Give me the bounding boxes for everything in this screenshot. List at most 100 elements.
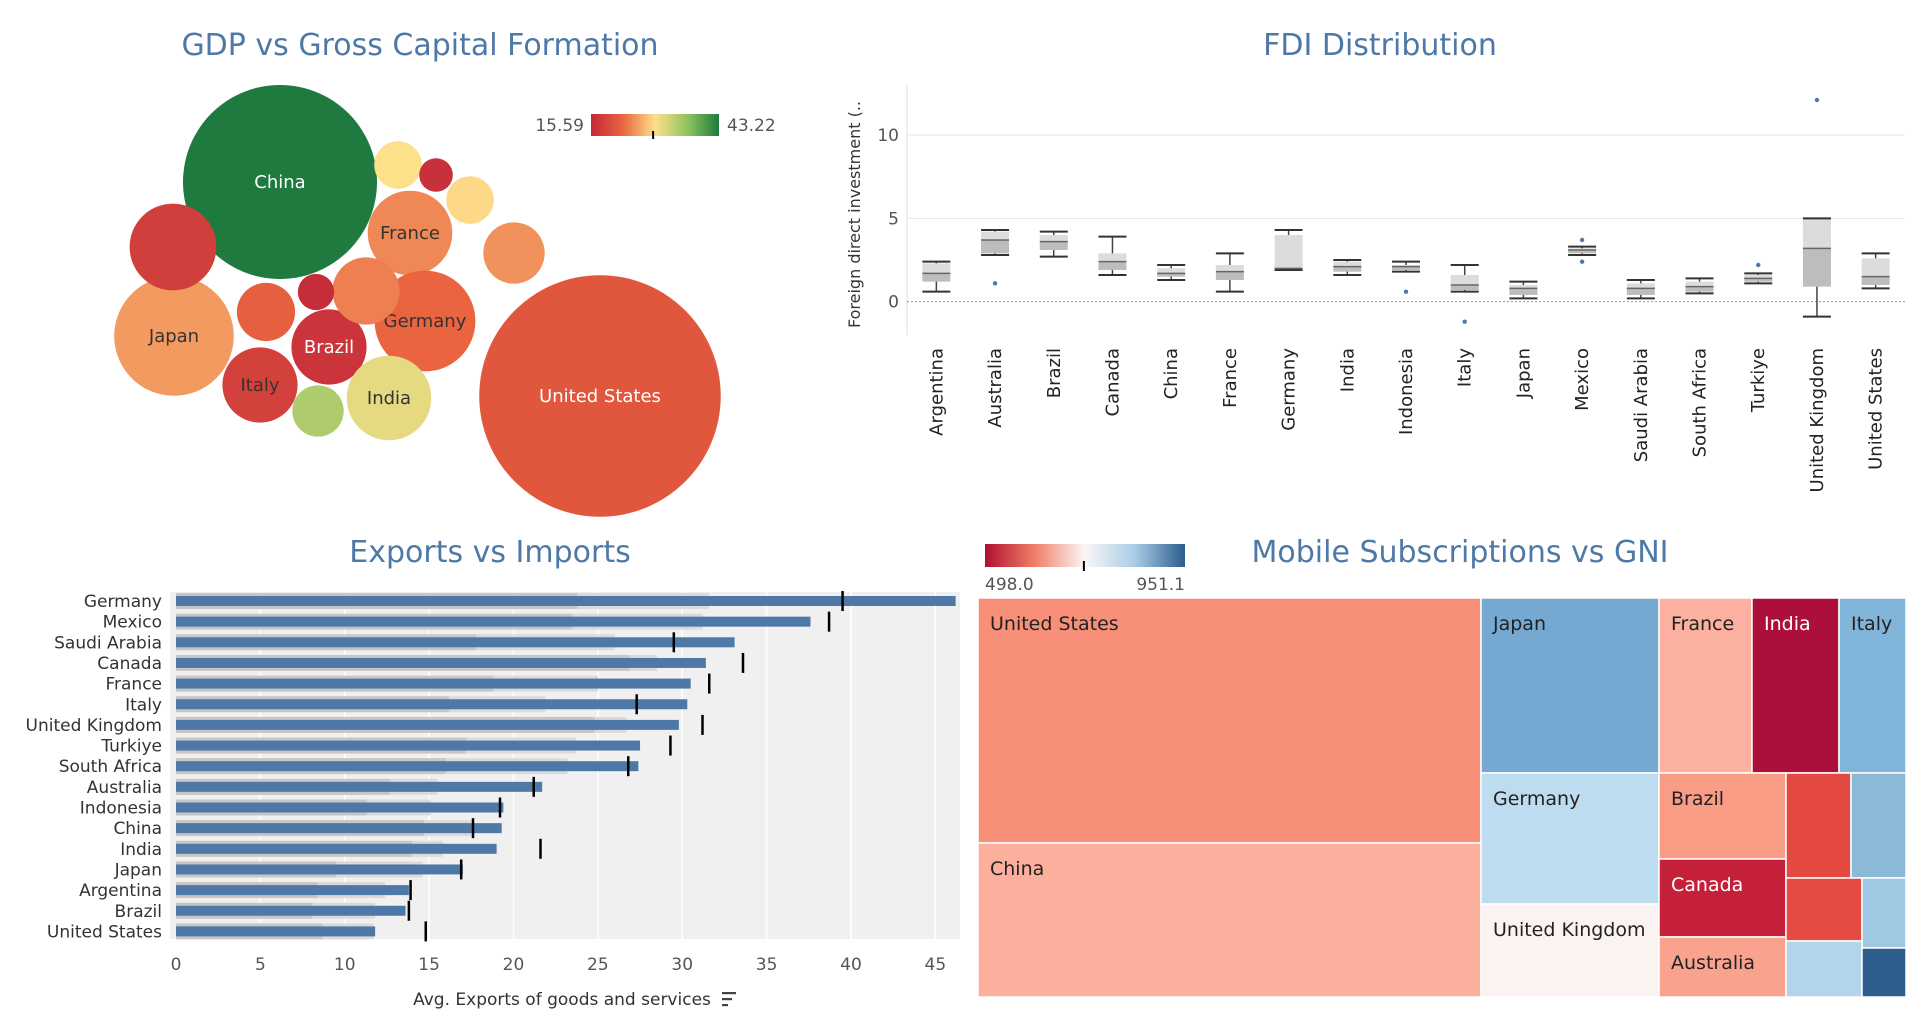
exports-x-tick-label: 40 xyxy=(840,955,862,975)
bubble xyxy=(297,273,335,311)
treemap-tile xyxy=(1861,947,1907,998)
treemap-tile-label: Canada xyxy=(1671,874,1743,896)
fdi-box-upper xyxy=(1626,283,1655,289)
sort-icon[interactable] xyxy=(722,992,736,1007)
exports-category-label: Turkiye xyxy=(100,737,162,757)
exports-bars xyxy=(176,591,956,942)
exports-category-label: Saudi Arabia xyxy=(54,633,162,653)
fdi-category-label: Australia xyxy=(985,348,1006,428)
treemap-tile xyxy=(1658,936,1787,998)
treemap-legend-gradient xyxy=(985,544,1185,567)
fdi-category-label: Saudi Arabia xyxy=(1631,348,1652,462)
bubble xyxy=(367,190,453,276)
exports-bar xyxy=(176,823,502,834)
fdi-category-label: Argentina xyxy=(926,348,947,436)
treemap-tile-label: Italy xyxy=(1851,613,1892,635)
exports-x-ticks: 0 5 10 15 20 25 30 35 40 45 xyxy=(171,955,947,975)
fdi-category-label: India xyxy=(1337,348,1358,392)
exports-category-label: United Kingdom xyxy=(26,716,162,736)
exports-bar xyxy=(176,678,691,689)
treemap-tile xyxy=(1785,940,1863,998)
exports-x-tick-label: 30 xyxy=(671,955,693,975)
fdi-category-label: United States xyxy=(1866,348,1887,470)
fdi-box-lower xyxy=(1509,288,1538,295)
fdi-gridlines xyxy=(906,85,1905,335)
fdi-box-lower xyxy=(922,273,951,282)
fdi-box-upper xyxy=(1509,285,1538,289)
fdi-category-label: Germany xyxy=(1279,348,1300,431)
treemap-tile-label: France xyxy=(1671,613,1734,635)
exports-bar xyxy=(176,761,639,772)
fdi-box-lower xyxy=(1685,286,1714,292)
exports-category-label: Japan xyxy=(114,860,162,880)
fdi-category-label: Canada xyxy=(1102,348,1123,417)
exports-bar xyxy=(176,843,497,854)
treemap-tile xyxy=(1785,772,1852,879)
bubble-label: Italy xyxy=(240,375,279,396)
fdi-outlier xyxy=(1462,319,1467,324)
exports-bar xyxy=(176,699,688,710)
fdi-box-lower xyxy=(1626,288,1655,295)
bubble xyxy=(292,385,344,437)
exports-bar xyxy=(176,926,376,937)
bubble-color-legend: 15.59 43.22 xyxy=(535,114,776,139)
fdi-box-lower xyxy=(1802,248,1831,287)
fdi-boxes xyxy=(922,97,1890,324)
treemap-tile xyxy=(1658,597,1753,774)
exports-x-tick-label: 0 xyxy=(171,955,182,975)
bubbles: China United States Japan France Germany Braz… xyxy=(114,85,721,517)
fdi-box-upper xyxy=(922,263,951,274)
exports-bar xyxy=(176,864,463,875)
fdi-box-upper xyxy=(1039,235,1068,242)
treemap-tiles: United States China Japan Germany United Kin… xyxy=(977,597,1907,998)
treemap-tile xyxy=(1751,597,1840,774)
bubble xyxy=(183,85,377,279)
treemap-tile xyxy=(1480,903,1660,998)
treemap-tile xyxy=(1480,597,1660,774)
fdi-box-upper xyxy=(1333,261,1362,267)
exports-category-label: United States xyxy=(47,922,162,942)
fdi-box-upper xyxy=(1450,275,1479,285)
fdi-box-lower xyxy=(1744,278,1773,282)
bubble-label: France xyxy=(380,223,440,244)
exports-bar xyxy=(176,781,543,792)
treemap-chart-title: Mobile Subscriptions vs GNI xyxy=(1251,535,1669,570)
exports-category-label: Canada xyxy=(97,654,162,674)
exports-bar xyxy=(176,637,735,648)
treemap-tile xyxy=(1480,772,1660,905)
exports-bar xyxy=(176,905,406,916)
exports-category-label: South Africa xyxy=(59,757,162,777)
exports-bar xyxy=(176,802,504,813)
treemap-tile xyxy=(1658,858,1787,938)
fdi-category-label: Brazil xyxy=(1044,348,1065,398)
exports-category-label: Brazil xyxy=(115,902,162,922)
exports-bar xyxy=(176,885,409,896)
exports-bar xyxy=(176,596,956,606)
exports-x-tick-label: 35 xyxy=(756,955,778,975)
fdi-category-label: Indonesia xyxy=(1396,348,1417,435)
treemap-tile xyxy=(1658,772,1787,860)
fdi-box-lower xyxy=(1450,285,1479,290)
exports-category-label: Germany xyxy=(84,592,162,612)
treemap-tile xyxy=(1861,877,1907,949)
bubble-legend-gradient xyxy=(591,114,719,136)
treemap-tile-label: United States xyxy=(990,613,1119,635)
fdi-box-upper xyxy=(1392,265,1420,267)
treemap-tile-label: Japan xyxy=(1492,613,1546,635)
fdi-outlier xyxy=(1814,97,1820,103)
bubble-label: Brazil xyxy=(304,337,354,358)
bubble xyxy=(114,276,234,396)
fdi-box-upper xyxy=(1157,268,1186,274)
fdi-box-lower xyxy=(1392,266,1420,270)
exports-category-label: France xyxy=(105,675,162,695)
fdi-box-upper xyxy=(981,231,1010,240)
bubble xyxy=(479,275,721,517)
fdi-box-upper xyxy=(1744,275,1773,279)
exports-category-label: Italy xyxy=(125,695,162,715)
bubble-label: United States xyxy=(539,386,661,407)
fdi-outlier xyxy=(1579,237,1585,243)
fdi-box-lower xyxy=(1215,271,1244,280)
fdi-box-lower xyxy=(1568,250,1597,254)
treemap-legend-max: 951.1 xyxy=(1136,575,1185,595)
